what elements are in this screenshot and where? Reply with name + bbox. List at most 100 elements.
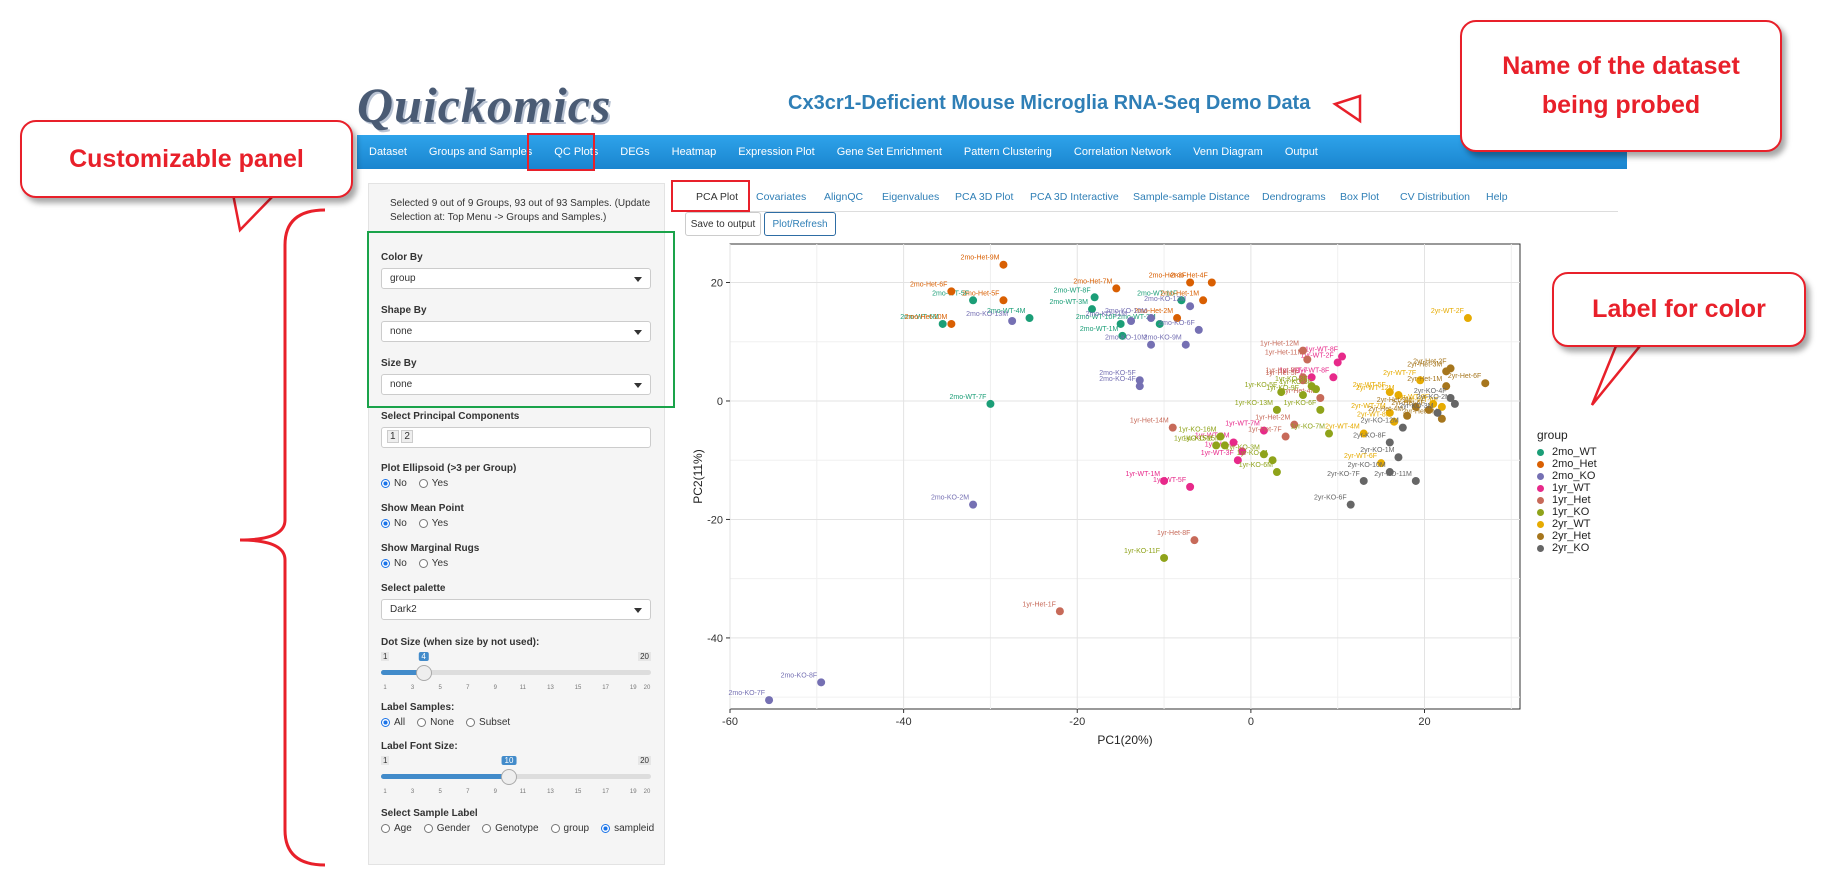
data-point[interactable] bbox=[1127, 317, 1136, 326]
data-point[interactable] bbox=[1411, 476, 1420, 485]
data-point[interactable] bbox=[1446, 394, 1455, 403]
data-point[interactable] bbox=[1135, 376, 1144, 385]
sample-group-radio[interactable] bbox=[550, 824, 560, 833]
data-point[interactable] bbox=[1173, 314, 1182, 323]
data-point[interactable] bbox=[1359, 476, 1368, 485]
data-point[interactable] bbox=[1303, 355, 1312, 364]
data-point[interactable] bbox=[1316, 405, 1325, 414]
tab-help[interactable]: Help bbox=[1486, 191, 1508, 203]
save-to-output-button[interactable]: Save to output bbox=[685, 212, 761, 236]
sample-sampleid-radio[interactable] bbox=[601, 824, 611, 833]
tab-alignqc[interactable]: AlignQC bbox=[824, 191, 864, 203]
data-point[interactable] bbox=[1481, 379, 1490, 388]
data-point[interactable] bbox=[1338, 352, 1347, 361]
data-point[interactable] bbox=[1333, 358, 1342, 367]
data-point[interactable] bbox=[938, 319, 947, 328]
data-point[interactable] bbox=[1298, 346, 1307, 355]
data-point[interactable] bbox=[1442, 382, 1451, 391]
tab-cv-distribution[interactable]: CV Distribution bbox=[1400, 191, 1471, 203]
nav-pattern-clustering[interactable]: Pattern Clustering bbox=[963, 146, 1052, 158]
mean-no-radio[interactable] bbox=[381, 519, 390, 528]
label-all-radio[interactable] bbox=[381, 718, 390, 727]
data-point[interactable] bbox=[1112, 284, 1121, 293]
nav-gene-set-enrichment[interactable]: Gene Set Enrichment bbox=[836, 146, 942, 158]
data-point[interactable] bbox=[1272, 468, 1281, 477]
nav-dataset[interactable]: Dataset bbox=[369, 146, 407, 158]
data-point[interactable] bbox=[1446, 364, 1455, 373]
data-point[interactable] bbox=[1281, 432, 1290, 441]
tab-box-plot[interactable]: Box Plot bbox=[1340, 191, 1380, 203]
data-point[interactable] bbox=[1190, 536, 1199, 545]
nav-degs[interactable]: DEGs bbox=[620, 146, 650, 158]
data-point[interactable] bbox=[1359, 429, 1368, 438]
data-point[interactable] bbox=[1212, 441, 1221, 450]
mean-yes-radio[interactable] bbox=[418, 519, 428, 528]
data-point[interactable] bbox=[1147, 340, 1156, 349]
pcs-input[interactable]: 1 2 bbox=[381, 427, 651, 448]
data-point[interactable] bbox=[1168, 423, 1177, 432]
data-point[interactable] bbox=[1088, 305, 1097, 314]
ellipsoid-yes-radio[interactable] bbox=[418, 479, 428, 488]
label-font-handle[interactable] bbox=[500, 769, 517, 785]
data-point[interactable] bbox=[1463, 314, 1472, 323]
palette-select[interactable]: Dark2 bbox=[381, 599, 651, 620]
data-point[interactable] bbox=[1186, 278, 1195, 287]
tab-eigenvalues[interactable]: Eigenvalues bbox=[882, 191, 940, 203]
size-by-select[interactable]: none bbox=[381, 374, 651, 395]
sample-genotype-radio[interactable] bbox=[482, 824, 492, 833]
data-point[interactable] bbox=[1307, 373, 1316, 382]
nav-groups-samples[interactable]: Groups and Samples bbox=[428, 146, 533, 158]
data-point[interactable] bbox=[1259, 426, 1268, 435]
tab-dendrograms[interactable]: Dendrograms bbox=[1262, 191, 1326, 203]
data-point[interactable] bbox=[1259, 450, 1268, 459]
tab-pca-plot[interactable]: PCA Plot bbox=[696, 191, 739, 203]
data-point[interactable] bbox=[1398, 423, 1407, 432]
data-point[interactable] bbox=[1298, 376, 1307, 385]
data-point[interactable] bbox=[1008, 317, 1017, 326]
data-point[interactable] bbox=[1385, 388, 1394, 397]
label-none-radio[interactable] bbox=[417, 718, 427, 727]
rugs-yes-radio[interactable] bbox=[418, 559, 428, 568]
nav-output[interactable]: Output bbox=[1284, 146, 1318, 158]
pc-chip-2[interactable]: 2 bbox=[401, 430, 413, 443]
data-point[interactable] bbox=[1298, 391, 1307, 400]
data-point[interactable] bbox=[1394, 453, 1403, 462]
data-point[interactable] bbox=[947, 287, 956, 296]
data-point[interactable] bbox=[1090, 293, 1099, 302]
data-point[interactable] bbox=[969, 500, 978, 509]
data-point[interactable] bbox=[1220, 441, 1229, 450]
data-point[interactable] bbox=[1429, 399, 1438, 408]
sample-age-radio[interactable] bbox=[381, 824, 390, 833]
data-point[interactable] bbox=[1311, 385, 1320, 394]
data-point[interactable] bbox=[1316, 394, 1325, 403]
nav-expression-plot[interactable]: Expression Plot bbox=[738, 146, 815, 158]
data-point[interactable] bbox=[1238, 447, 1247, 456]
data-point[interactable] bbox=[1325, 429, 1334, 438]
data-point[interactable] bbox=[1424, 405, 1433, 414]
plot-refresh-button[interactable]: Plot/Refresh bbox=[764, 212, 836, 236]
sample-gender-radio[interactable] bbox=[423, 824, 433, 833]
data-point[interactable] bbox=[1403, 411, 1412, 420]
nav-venn-diagram[interactable]: Venn Diagram bbox=[1193, 146, 1263, 158]
data-point[interactable] bbox=[947, 319, 956, 328]
nav-qc-plots[interactable]: QC Plots bbox=[554, 146, 599, 158]
tab-pca-3d-plot[interactable]: PCA 3D Plot bbox=[955, 191, 1014, 203]
data-point[interactable] bbox=[1377, 459, 1386, 468]
data-point[interactable] bbox=[1118, 331, 1127, 340]
dot-size-handle[interactable] bbox=[415, 665, 432, 681]
data-point[interactable] bbox=[1290, 420, 1299, 429]
data-point[interactable] bbox=[1194, 325, 1203, 334]
data-point[interactable] bbox=[1055, 607, 1064, 616]
shape-by-select[interactable]: none bbox=[381, 321, 651, 342]
data-point[interactable] bbox=[1390, 417, 1399, 426]
data-point[interactable] bbox=[1385, 438, 1394, 447]
data-point[interactable] bbox=[1135, 382, 1144, 391]
data-point[interactable] bbox=[1160, 553, 1169, 562]
data-point[interactable] bbox=[1416, 376, 1425, 385]
data-point[interactable] bbox=[765, 696, 774, 705]
data-point[interactable] bbox=[1207, 278, 1216, 287]
data-point[interactable] bbox=[1346, 500, 1355, 509]
label-font-slider[interactable]: 1 20 10 1 3 5 7 9 11 13 15 17 19 20 bbox=[381, 756, 651, 796]
data-point[interactable] bbox=[1233, 456, 1242, 465]
data-point[interactable] bbox=[1268, 456, 1277, 465]
